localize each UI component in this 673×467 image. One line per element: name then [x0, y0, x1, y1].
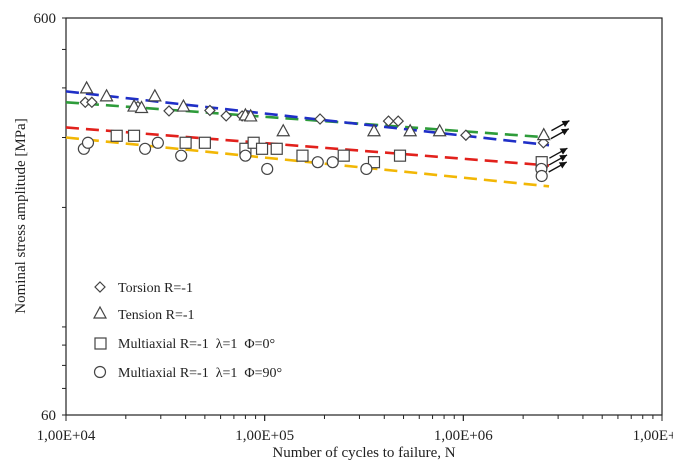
data-markers [77, 80, 551, 183]
data-point-tension [536, 127, 551, 141]
data-point-multiaxial-90 [535, 169, 548, 183]
data-point-multiaxial-90 [175, 149, 188, 162]
legend-item-tension: Tension R=-1 [92, 305, 195, 323]
data-point-multiaxial-0 [270, 142, 283, 155]
x-tick-label: 1,00E+05 [235, 428, 294, 444]
data-point-torsion [314, 113, 326, 125]
data-point-tension [432, 123, 447, 137]
data-point-multiaxial-90 [151, 136, 164, 149]
data-point-tension [79, 80, 94, 94]
runout-arrow-head [561, 120, 570, 128]
data-point-multiaxial-90 [261, 162, 274, 176]
data-point-tension [127, 98, 142, 112]
data-point-tension [243, 108, 258, 122]
data-point-tension [176, 98, 191, 112]
data-point-torsion [86, 96, 98, 109]
data-point-multiaxial-90 [239, 149, 252, 162]
y-tick-label: 60 [41, 408, 56, 424]
legend-label-multiaxial-90: Multiaxial R=-1 λ=1 Φ=90° [118, 366, 282, 381]
data-point-multiaxial-0 [198, 136, 211, 149]
data-point-multiaxial-0 [255, 142, 269, 155]
data-point-torsion [460, 129, 472, 142]
data-point-multiaxial-90 [311, 156, 324, 169]
y-axis-label: Nominal stress amplitude [MPa] [13, 118, 29, 313]
legend-label-tension: Tension R=-1 [118, 308, 195, 323]
data-point-multiaxial-90 [326, 156, 339, 169]
data-point-multiaxial-0 [337, 149, 350, 162]
legend-label-torsion: Torsion R=-1 [118, 281, 193, 296]
data-point-tension [147, 88, 162, 102]
x-tick-label: 1,00E+07 [633, 428, 673, 444]
data-point-multiaxial-0 [179, 136, 192, 149]
legend-triangle-icon [92, 305, 108, 319]
data-point-tension [134, 100, 149, 114]
runout-arrows [548, 120, 570, 173]
plot-area [65, 17, 663, 416]
data-point-torsion [163, 105, 175, 117]
x-tick-label: 1,00E+06 [434, 428, 493, 444]
x-tick-label: 1,00E+04 [37, 428, 96, 444]
data-point-tension [366, 123, 381, 137]
y-tick-labels: 600 60 [34, 11, 57, 424]
runout-arrow-head [559, 154, 568, 162]
data-point-multiaxial-0 [367, 156, 381, 169]
x-tick-labels: 1,00E+04 1,00E+05 1,00E+06 1,00E+07 [37, 428, 673, 444]
data-point-torsion [382, 115, 395, 127]
data-point-multiaxial-90 [81, 136, 95, 149]
data-point-tension [99, 88, 114, 102]
data-point-multiaxial-0 [296, 149, 309, 162]
legend: Torsion R=-1 Tension R=-1 Multiaxial R=-… [92, 281, 282, 381]
legend-label-multiaxial-0: Multiaxial R=-1 λ=1 Φ=0° [118, 337, 275, 352]
data-point-multiaxial-0 [110, 129, 123, 142]
legend-item-multiaxial-0: Multiaxial R=-1 λ=1 Φ=0° [94, 337, 275, 352]
data-point-tension [403, 123, 418, 137]
fit-line [65, 100, 550, 139]
runout-arrow-head [560, 128, 569, 136]
fit-line [65, 126, 550, 167]
legend-diamond-icon [94, 281, 106, 293]
data-point-multiaxial-0 [127, 129, 141, 142]
runout-arrow-head [558, 161, 567, 169]
y-tick-label: 600 [34, 11, 57, 27]
runout-arrow-head [559, 148, 568, 155]
data-point-multiaxial-90 [138, 142, 152, 155]
data-point-tension [276, 123, 291, 137]
legend-square-icon [94, 337, 107, 350]
data-point-torsion [392, 115, 405, 127]
data-point-torsion [204, 104, 216, 117]
legend-item-torsion: Torsion R=-1 [94, 281, 193, 296]
data-point-torsion [220, 110, 233, 122]
data-point-multiaxial-0 [393, 149, 407, 162]
legend-circle-icon [93, 365, 107, 379]
data-point-multiaxial-90 [360, 162, 373, 176]
minor-ticks [62, 17, 663, 421]
data-point-torsion [537, 136, 550, 149]
x-axis-label: Number of cycles to failure, N [272, 445, 455, 461]
legend-item-multiaxial-90: Multiaxial R=-1 λ=1 Φ=90° [93, 365, 282, 381]
